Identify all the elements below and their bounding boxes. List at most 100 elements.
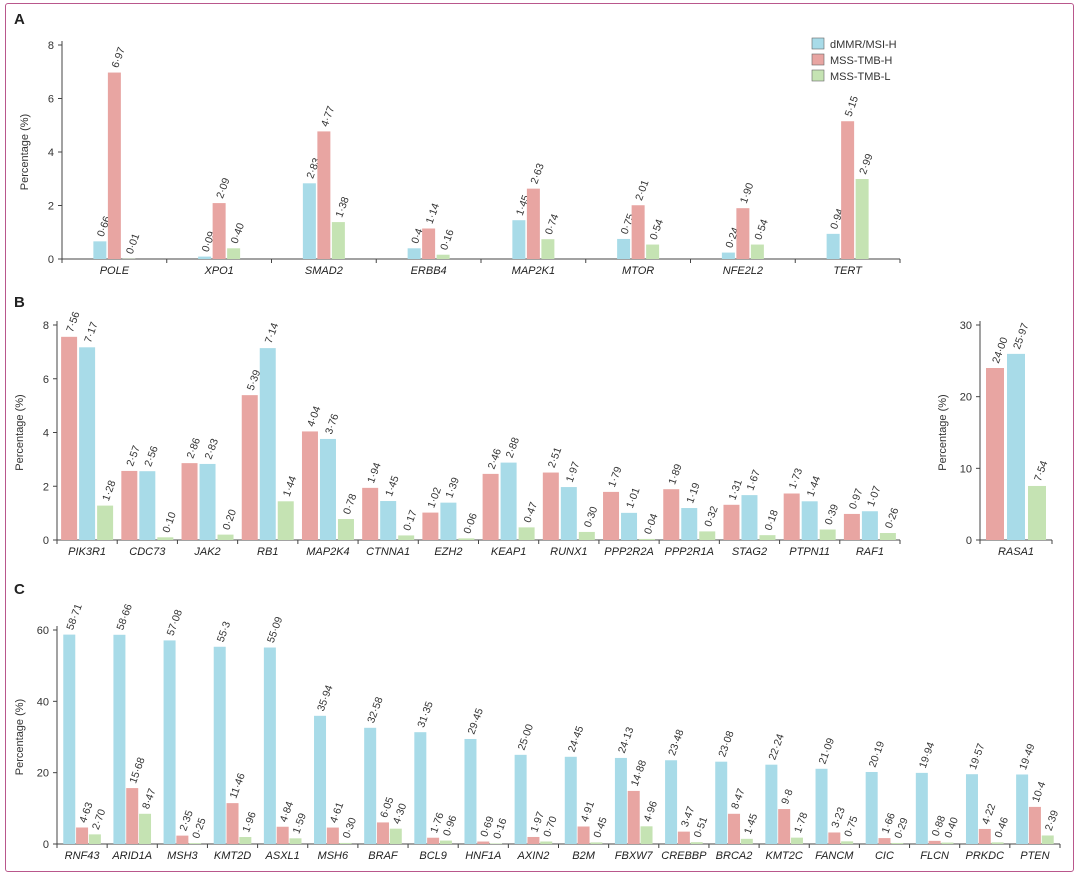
data-label: 23·08 bbox=[716, 729, 737, 758]
bar-mss_tmb_l-runx1 bbox=[578, 531, 595, 540]
data-label: 24·45 bbox=[566, 724, 587, 753]
data-label: 0·97 bbox=[847, 487, 866, 511]
category-label: CDC73 bbox=[129, 546, 166, 558]
bar-dmmr-arid1a bbox=[113, 634, 126, 844]
bar-mss_tmb_l-stag2 bbox=[759, 535, 776, 540]
data-label: 1·67 bbox=[745, 468, 764, 492]
bar-mss_tmb_l-bcl9 bbox=[439, 840, 452, 844]
data-label: 21·09 bbox=[817, 736, 838, 765]
bar-dmmr-ppp2r2a bbox=[621, 512, 638, 540]
bar-mss_tmb_h-keap1 bbox=[482, 473, 499, 540]
category-label: ARID1A bbox=[111, 850, 152, 862]
category-label: PPP2R2A bbox=[604, 546, 654, 558]
bar-mss_tmb_h-ezh2 bbox=[422, 512, 439, 540]
category-label: KMT2D bbox=[214, 850, 251, 862]
bar-mss_tmb_h-b2m bbox=[577, 826, 590, 844]
bar-dmmr-flcn bbox=[915, 772, 928, 844]
bar-mss_tmb_h-xpo1 bbox=[212, 203, 226, 259]
bar-dmmr-tert bbox=[826, 233, 840, 259]
bar-dmmr-fbxw7 bbox=[614, 757, 627, 844]
bar-dmmr-xpo1 bbox=[198, 256, 212, 259]
y-tick-label: 10 bbox=[960, 463, 972, 475]
data-label: 0·46 bbox=[993, 815, 1012, 839]
bar-dmmr-pik3r1 bbox=[79, 347, 96, 540]
category-label: HNF1A bbox=[465, 850, 501, 862]
data-label: 23·48 bbox=[666, 728, 687, 757]
bar-mss_tmb_l-fancm bbox=[841, 841, 854, 844]
category-label: RUNX1 bbox=[550, 546, 587, 558]
category-label: XPO1 bbox=[203, 265, 233, 277]
data-label: 0·39 bbox=[823, 503, 842, 527]
data-label: 58·71 bbox=[64, 602, 85, 631]
bar-mss_tmb_h-ptpn11 bbox=[783, 493, 800, 540]
bar-mss_tmb_l-brca2 bbox=[740, 838, 753, 844]
data-label: 0·20 bbox=[221, 508, 240, 532]
bar-dmmr-keap1 bbox=[500, 462, 517, 540]
data-label: 0·51 bbox=[692, 815, 711, 839]
data-label: 0·30 bbox=[341, 816, 360, 840]
y-tick-label: 8 bbox=[48, 40, 54, 52]
bar-dmmr-ptpn11 bbox=[801, 501, 818, 540]
bar-mss_tmb_l-ppp2r2a bbox=[639, 538, 656, 540]
data-label: 25·97 bbox=[1011, 321, 1032, 350]
bar-mss_tmb_h-rnf43 bbox=[76, 827, 89, 844]
category-label: B2M bbox=[572, 850, 595, 862]
bar-mss_tmb_h-map2k4 bbox=[301, 431, 318, 540]
data-label: 2·56 bbox=[142, 444, 161, 468]
y-tick-label: 30 bbox=[960, 320, 972, 332]
category-label: TERT bbox=[833, 265, 863, 277]
bar-dmmr-mtor bbox=[617, 238, 631, 259]
data-label: 0·06 bbox=[461, 511, 480, 535]
bar-dmmr-brca2 bbox=[715, 761, 728, 844]
bar-mss_tmb_h-msh6 bbox=[326, 827, 339, 844]
bar-mss_tmb_h-cic bbox=[878, 838, 891, 844]
bar-dmmr-msh3 bbox=[163, 640, 176, 844]
data-label: 0·47 bbox=[522, 500, 541, 524]
bar-mss_tmb_h-prkdc bbox=[978, 828, 991, 844]
bar-dmmr-rnf43 bbox=[63, 634, 76, 844]
bar-mss_tmb_l-crebbp bbox=[690, 842, 703, 844]
bar-dmmr-b2m bbox=[564, 756, 577, 844]
data-label: 1·45 bbox=[742, 812, 761, 836]
data-label: 55·09 bbox=[265, 615, 286, 644]
legend: dMMR/MSI-H MSS-TMB-H MSS-TMB-L bbox=[811, 37, 897, 83]
category-label: JAK2 bbox=[193, 546, 220, 558]
category-label: CIC bbox=[875, 850, 894, 862]
category-label: RNF43 bbox=[65, 850, 101, 862]
bar-mss_tmb_l-erbb4 bbox=[436, 254, 450, 259]
data-label: 4·22 bbox=[980, 802, 999, 826]
category-label: CREBBP bbox=[661, 850, 707, 862]
bar-dmmr-axin2 bbox=[514, 754, 527, 844]
category-label: RASA1 bbox=[998, 546, 1034, 558]
legend-label: MSS-TMB-H bbox=[830, 55, 892, 67]
data-label: 19·94 bbox=[917, 740, 938, 769]
bar-mss_tmb_l-rasa1 bbox=[1028, 485, 1046, 540]
category-label: BRCA2 bbox=[716, 850, 753, 862]
bar-mss_tmb_l-ppp2r1a bbox=[699, 531, 716, 540]
data-label: 24·13 bbox=[616, 725, 637, 754]
bar-mss_tmb_h-rasa1 bbox=[986, 368, 1004, 540]
data-label: 1·97 bbox=[564, 460, 583, 484]
bar-mss_tmb_l-pik3r1 bbox=[97, 505, 114, 540]
y-tick-label: 6 bbox=[43, 374, 49, 386]
category-label: AXIN2 bbox=[517, 850, 550, 862]
category-label: BRAF bbox=[368, 850, 399, 862]
bar-dmmr-ppp2r1a bbox=[681, 508, 698, 540]
category-label: PTPN11 bbox=[789, 546, 830, 558]
bar-mss_tmb_h-ppp2r2a bbox=[603, 491, 620, 540]
bar-mss_tmb_l-nfe2l2 bbox=[750, 244, 764, 259]
bar-mss_tmb_l-kmt2d bbox=[239, 837, 252, 844]
data-label: 1·94 bbox=[365, 461, 384, 485]
data-label: 1·38 bbox=[333, 195, 352, 219]
bar-mss_tmb_l-xpo1 bbox=[227, 248, 241, 259]
category-label: MAP2K1 bbox=[512, 265, 555, 277]
bar-mss_tmb_l-rnf43 bbox=[88, 834, 101, 844]
bar-mss_tmb_h-runx1 bbox=[542, 472, 559, 540]
bar-mss_tmb_h-tert bbox=[841, 121, 855, 259]
legend-swatch bbox=[811, 37, 825, 50]
bar-dmmr-asxl1 bbox=[263, 647, 276, 844]
bar-mss_tmb_h-fancm bbox=[828, 832, 841, 844]
bar-dmmr-fancm bbox=[815, 768, 828, 844]
